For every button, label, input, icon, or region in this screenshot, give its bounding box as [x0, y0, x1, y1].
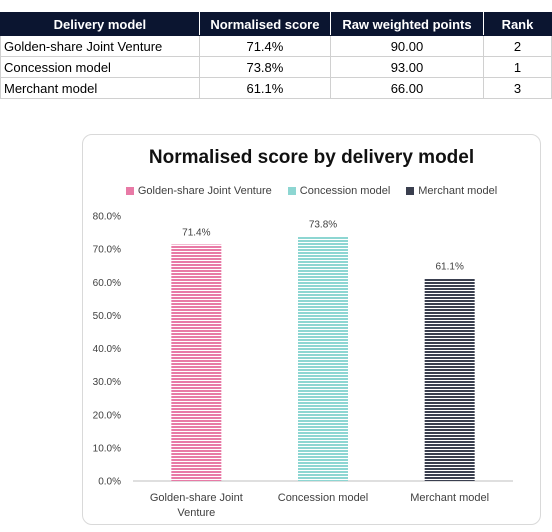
data-label: 73.8%: [309, 220, 337, 231]
bar-1: [298, 236, 348, 481]
header-normalised-score: Normalised score: [198, 12, 332, 36]
cell-score: 61.1%: [198, 77, 332, 99]
category-label: Venture: [177, 507, 215, 519]
y-tick-label: 20.0%: [93, 410, 121, 421]
legend-item-concession: Concession model: [287, 185, 391, 197]
y-tick-label: 40.0%: [93, 344, 121, 355]
cell-score: 73.8%: [198, 56, 332, 78]
bar-chart: 0.0% 10.0% 20.0% 30.0% 40.0% 50.0% 60.0% 70.0% 8…: [93, 212, 513, 519]
cell-rank: 1: [482, 56, 552, 78]
cell-model: Concession model: [0, 56, 200, 78]
header-delivery-model: Delivery model: [0, 12, 200, 36]
cell-rank: 3: [482, 77, 552, 99]
category-label: Concession model: [278, 492, 369, 504]
legend-swatch: [287, 187, 296, 195]
category-label: Golden-share Joint: [150, 492, 243, 504]
y-tick-label: 70.0%: [93, 245, 121, 256]
y-tick-label: 50.0%: [93, 311, 121, 322]
legend-swatch: [125, 187, 134, 195]
legend-item-golden-share: Golden-share Joint Venture: [125, 185, 272, 197]
y-tick-label: 60.0%: [93, 278, 121, 289]
legend-item-merchant: Merchant model: [406, 185, 497, 197]
table-row: Concession model 73.8% 93.00 1: [0, 56, 552, 78]
chart-card: Normalised score by delivery model Golde…: [82, 134, 541, 525]
header-rank: Rank: [482, 12, 552, 36]
scores-table: Delivery model Normalised score Raw weig…: [0, 12, 552, 99]
y-tick-label: 80.0%: [93, 212, 121, 223]
cell-model: Merchant model: [0, 77, 200, 99]
table-row: Golden-share Joint Venture 71.4% 90.00 2: [0, 35, 552, 57]
chart-title: Normalised score by delivery model: [148, 147, 475, 168]
legend-label: Merchant model: [418, 185, 498, 197]
y-tick-label: 0.0%: [98, 477, 121, 488]
category-label: Merchant model: [410, 492, 489, 504]
data-label: 61.1%: [435, 262, 463, 273]
bar-2: [424, 278, 475, 481]
header-raw-weighted-points: Raw weighted points: [330, 12, 484, 36]
chart-legend: Golden-share Joint Venture Concession mo…: [83, 185, 540, 197]
data-label: 71.4%: [182, 227, 210, 238]
y-tick-label: 30.0%: [93, 377, 121, 388]
cell-model: Golden-share Joint Venture: [0, 35, 200, 57]
cell-points: 66.00: [330, 77, 484, 99]
y-tick-label: 10.0%: [93, 443, 121, 454]
cell-score: 71.4%: [198, 35, 332, 57]
table-row: Merchant model 61.1% 66.00 3: [0, 77, 552, 99]
legend-label: Concession model: [299, 185, 391, 197]
cell-points: 93.00: [330, 56, 484, 78]
table-header-row: Delivery model Normalised score Raw weig…: [0, 12, 552, 36]
legend-label: Golden-share Joint Venture: [137, 185, 272, 197]
cell-rank: 2: [482, 35, 552, 57]
cell-points: 90.00: [330, 35, 484, 57]
bar-0: [171, 244, 222, 481]
legend-swatch: [406, 187, 415, 195]
